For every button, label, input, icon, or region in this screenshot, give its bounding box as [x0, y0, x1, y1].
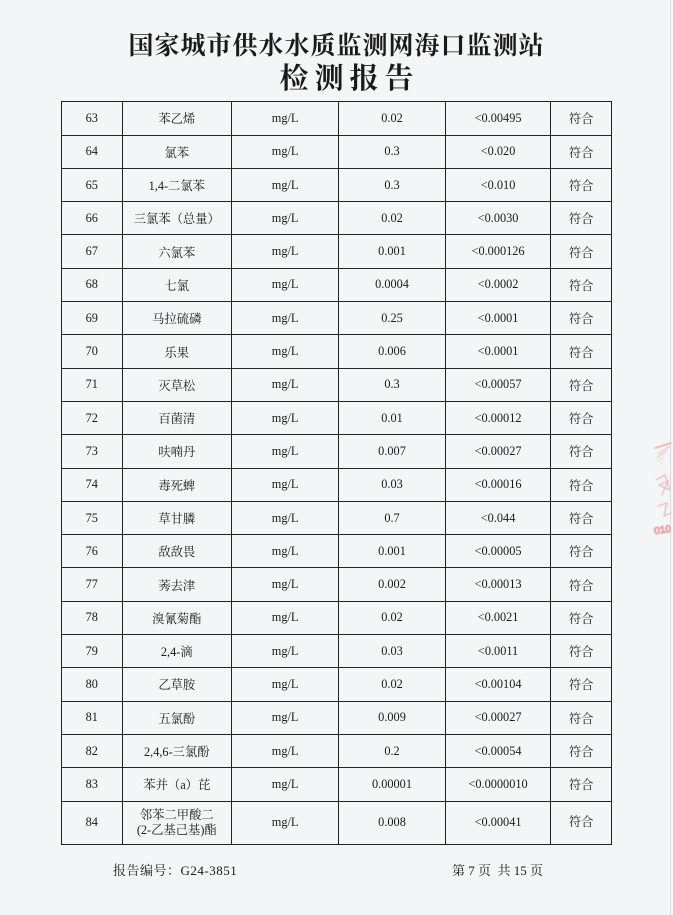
- svg-text:010: 010: [654, 524, 672, 537]
